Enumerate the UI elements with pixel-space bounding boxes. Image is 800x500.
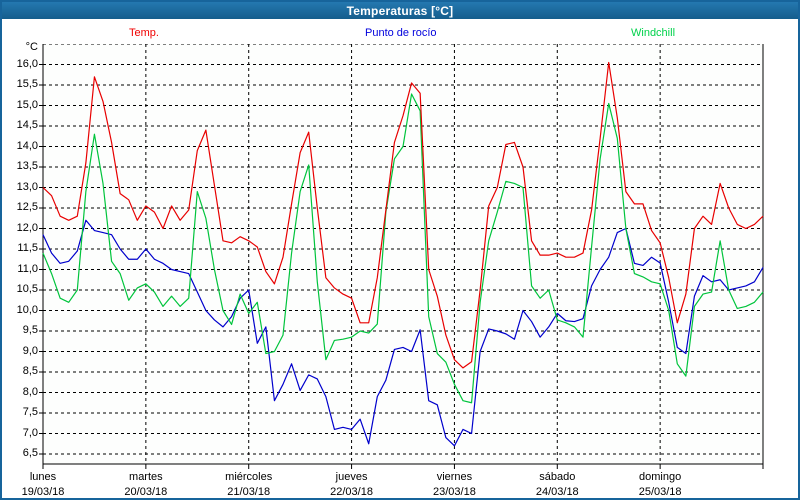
y-axis-label: 14,5: [16, 119, 38, 131]
y-axis-label: 10,0: [16, 303, 38, 316]
y-axis-label: 14,0: [16, 139, 38, 152]
y-axis-label: 10,5: [16, 283, 38, 295]
y-axis-label: 7,5: [22, 406, 38, 418]
legend-item-dew-point: Punto de rocío: [365, 27, 437, 39]
y-axis-label: 15,0: [16, 98, 38, 111]
x-axis-date-label: 22/03/18: [330, 486, 373, 498]
x-axis-day-label: domingo: [639, 471, 682, 483]
y-axis-label: 11,5: [17, 242, 38, 254]
x-axis-day-label: sábado: [539, 471, 576, 483]
y-axis-label: 12,0: [16, 221, 38, 234]
x-axis-day-label: jueves: [335, 471, 368, 483]
x-axis-date-label: 21/03/18: [227, 486, 271, 498]
x-axis-date-label: 19/03/18: [21, 486, 65, 498]
series-line-windchill: [42, 93, 764, 404]
y-axis-unit-label: °C: [25, 41, 38, 53]
y-axis-label: 12,5: [16, 201, 38, 213]
series-line-dew-point: [42, 219, 764, 447]
x-axis-date-label: 24/03/18: [535, 486, 579, 498]
y-axis-label: 8,0: [22, 385, 38, 398]
y-axis-label: 13,0: [16, 180, 38, 193]
legend-item-windchill: Windchill: [631, 27, 676, 39]
series-line-temp: [42, 61, 764, 369]
y-axis-label: 11,0: [17, 262, 38, 275]
x-axis-day-label: lunes: [29, 471, 57, 483]
y-axis-label: 16,0: [16, 57, 38, 70]
y-axis-label: 9,0: [22, 344, 38, 357]
x-axis-day-label: miércoles: [225, 471, 273, 483]
x-axis-date-label: 25/03/18: [638, 486, 682, 498]
y-axis-label: 6,5: [22, 447, 38, 459]
x-axis-day-label: viernes: [436, 471, 473, 483]
legend-item-temp: Temp.: [129, 27, 159, 39]
plot-area: [39, 44, 764, 469]
y-axis-label: 7,0: [22, 426, 38, 439]
x-axis-day-label: martes: [129, 471, 163, 483]
y-axis-label: 9,5: [22, 324, 38, 336]
y-axis-label: 8,5: [22, 365, 38, 377]
window-title: Temperaturas [°C]: [346, 3, 454, 18]
y-axis-label: 13,5: [16, 160, 38, 172]
title-bar: Temperaturas [°C]: [2, 2, 798, 19]
plot-background: [43, 44, 763, 464]
x-axis-date-label: 23/03/18: [433, 486, 476, 498]
x-axis-date-label: 20/03/18: [124, 486, 168, 498]
y-axis-label: 15,5: [16, 78, 38, 90]
